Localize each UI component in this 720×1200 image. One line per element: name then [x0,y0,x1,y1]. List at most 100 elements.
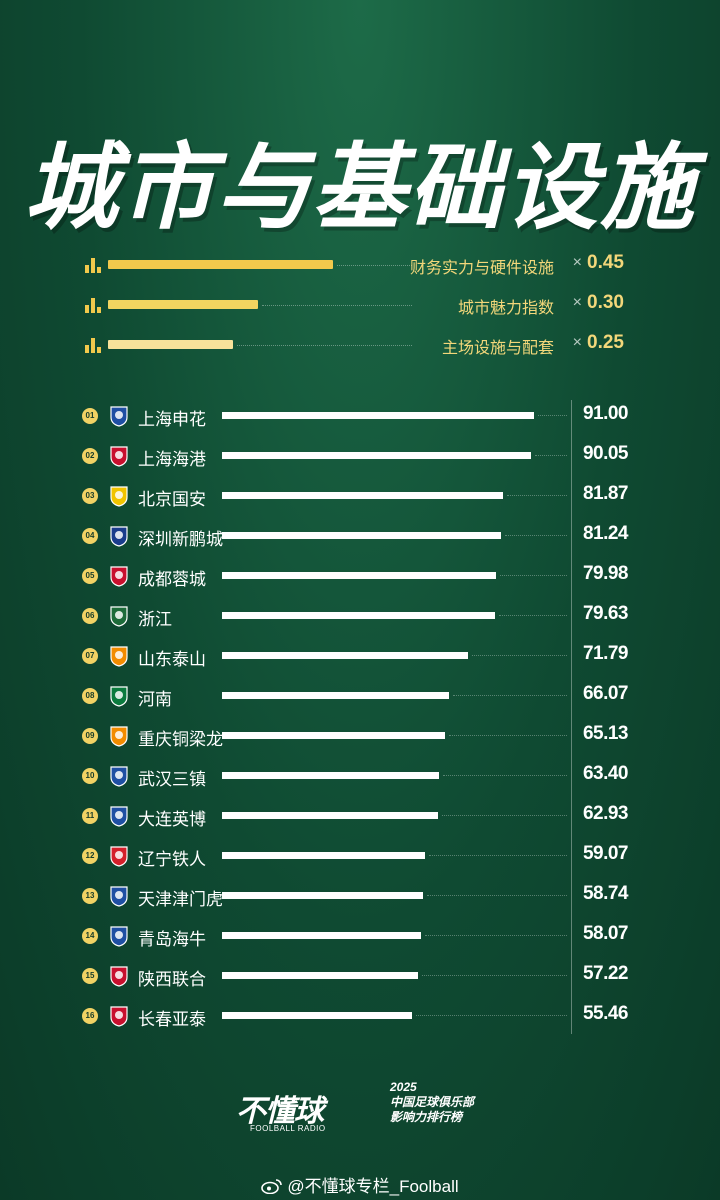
score-dotted-line [453,695,567,696]
team-crest-icon [110,446,128,467]
rank-badge: 11 [82,808,98,824]
rank-badge: 15 [82,968,98,984]
team-name: 成都蓉城 [138,570,206,589]
score-value-label: 81.87 [582,483,629,504]
credit-text: @不懂球专栏_Foolball [287,1177,459,1196]
score-bar [222,452,531,459]
metric-multiply-sign: × [572,334,582,351]
rank-badge: 16 [82,1008,98,1024]
team-crest-icon [110,886,128,907]
score-dotted-line [442,815,567,816]
score-dotted-line [422,975,567,976]
metric-multiply-sign: × [572,254,582,271]
rank-badge: 09 [82,728,98,744]
ranking-row: 10 武汉三镇 63.40 [0,759,720,799]
score-value-label: 79.98 [582,563,629,584]
team-crest-icon [110,1006,128,1027]
metric-weight-bar [108,300,258,309]
metric-row: 主场设施与配套 × 0.25 [84,332,644,360]
score-bar [222,812,438,819]
footer-credit: @不懂球专栏_Foolball [0,1172,720,1197]
score-bar [222,852,425,859]
weibo-icon [261,1179,283,1194]
score-bar [222,532,501,539]
ranking-row: 08 河南 66.07 [0,679,720,719]
tag-line-1: 中国足球俱乐部 [390,1095,475,1109]
ranking-row: 07 山东泰山 71.79 [0,639,720,679]
score-dotted-line [443,775,567,776]
score-value-label: 62.93 [582,803,629,824]
score-value-label: 57.22 [582,963,629,984]
ranking-tag: 2025 中国足球俱乐部 影响力排行榜 [390,1080,510,1125]
tag-line-2: 影响力排行榜 [390,1110,463,1124]
ranking-row: 15 陕西联合 57.22 [0,959,720,999]
score-dotted-line [429,855,567,856]
team-name: 河南 [138,690,172,709]
podium-icon [85,338,101,353]
podium-icon [85,258,101,273]
metric-dotted-line [337,265,412,266]
metric-row: 财务实力与硬件设施 × 0.45 [84,252,644,280]
metric-weight-value: 0.30 [587,292,624,313]
score-value-label: 58.07 [582,923,629,944]
team-name: 长春亚泰 [138,1010,206,1029]
team-crest-icon [110,526,128,547]
rank-badge: 10 [82,768,98,784]
ranking-row: 03 北京国安 81.87 [0,479,720,519]
team-crest-icon [110,646,128,667]
team-name: 浙江 [138,610,172,629]
team-crest-icon [110,726,128,747]
team-name: 武汉三镇 [138,770,206,789]
team-crest-icon [110,926,128,947]
score-value-label: 63.40 [582,763,629,784]
metric-multiply-sign: × [572,294,582,311]
team-crest-icon [110,566,128,587]
team-crest-icon [110,966,128,987]
rank-badge: 13 [82,888,98,904]
score-value-label: 71.79 [582,643,629,664]
rank-badge: 08 [82,688,98,704]
team-crest-icon [110,806,128,827]
rank-badge: 01 [82,408,98,424]
team-name: 山东泰山 [138,650,206,669]
score-dotted-line [427,895,567,896]
score-value-label: 66.07 [582,683,629,704]
score-value-label: 65.13 [582,723,629,744]
team-crest-icon [110,766,128,787]
team-crest-icon [110,686,128,707]
score-bar [222,692,449,699]
ranking-row: 09 重庆铜梁龙 65.13 [0,719,720,759]
score-dotted-line [535,455,567,456]
team-name: 辽宁铁人 [138,850,206,869]
ranking-row: 12 辽宁铁人 59.07 [0,839,720,879]
metric-weight-bar [108,260,333,269]
metric-dotted-line [237,345,412,346]
team-crest-icon [110,406,128,427]
metric-weight-value: 0.25 [587,332,624,353]
score-dotted-line [507,495,567,496]
team-name: 上海申花 [138,410,206,429]
score-bar [222,932,421,939]
score-bar [222,652,468,659]
ranking-row: 01 上海申花 91.00 [0,399,720,439]
logo-subtext: FOOLBALL RADIO [250,1124,326,1133]
score-bar [222,612,495,619]
score-dotted-line [505,535,567,536]
score-dotted-line [499,615,567,616]
team-name: 上海海港 [138,450,206,469]
rank-badge: 14 [82,928,98,944]
ranking-row: 04 深圳新鹏城 81.24 [0,519,720,559]
score-bar [222,732,445,739]
ranking-row: 06 浙江 79.63 [0,599,720,639]
score-value-label: 81.24 [582,523,629,544]
score-divider-line [571,400,572,1034]
score-bar [222,572,496,579]
score-dotted-line [416,1015,567,1016]
score-bar [222,412,534,419]
score-value-label: 59.07 [582,843,629,864]
team-crest-icon [110,606,128,627]
podium-icon [85,298,101,313]
metric-label: 城市魅力指数 [457,300,554,317]
metric-dotted-line [262,305,412,306]
score-dotted-line [538,415,567,416]
